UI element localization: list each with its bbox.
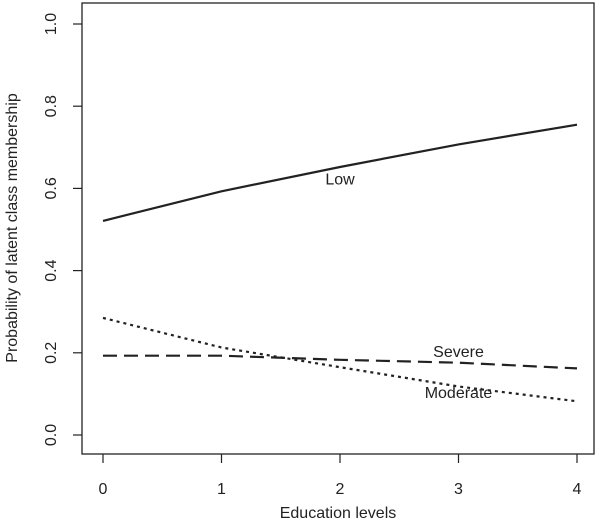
x-tick-label: 4 <box>573 481 582 498</box>
plot-frame <box>81 2 595 455</box>
x-tick-label: 0 <box>99 481 108 498</box>
x-tick-label: 1 <box>217 481 226 498</box>
y-axis-title: Probability of latent class membership <box>4 93 21 363</box>
series-line-severe <box>103 354 578 370</box>
y-tick-label: 1.0 <box>43 13 60 35</box>
series-line-low <box>102 123 578 222</box>
x-tick-label: 3 <box>454 481 463 498</box>
y-axis: 0.0 0.2 0.4 0.6 0.8 1.0 <box>43 13 82 446</box>
x-axis: 0 1 2 3 4 <box>99 454 582 498</box>
series-label-low: Low <box>325 171 355 188</box>
series-label-severe: Severe <box>433 344 484 361</box>
y-tick-label: 0.0 <box>43 424 60 446</box>
series-layer <box>102 123 578 403</box>
y-tick-label: 0.6 <box>43 177 60 199</box>
y-tick-label: 0.8 <box>43 95 60 117</box>
x-axis-title: Education levels <box>280 505 397 522</box>
y-tick-label: 0.2 <box>43 342 60 364</box>
x-tick-label: 2 <box>336 481 345 498</box>
y-tick-label: 0.4 <box>43 259 60 281</box>
series-labels: Low Severe Moderate <box>325 171 492 402</box>
series-label-moderate: Moderate <box>425 385 493 402</box>
